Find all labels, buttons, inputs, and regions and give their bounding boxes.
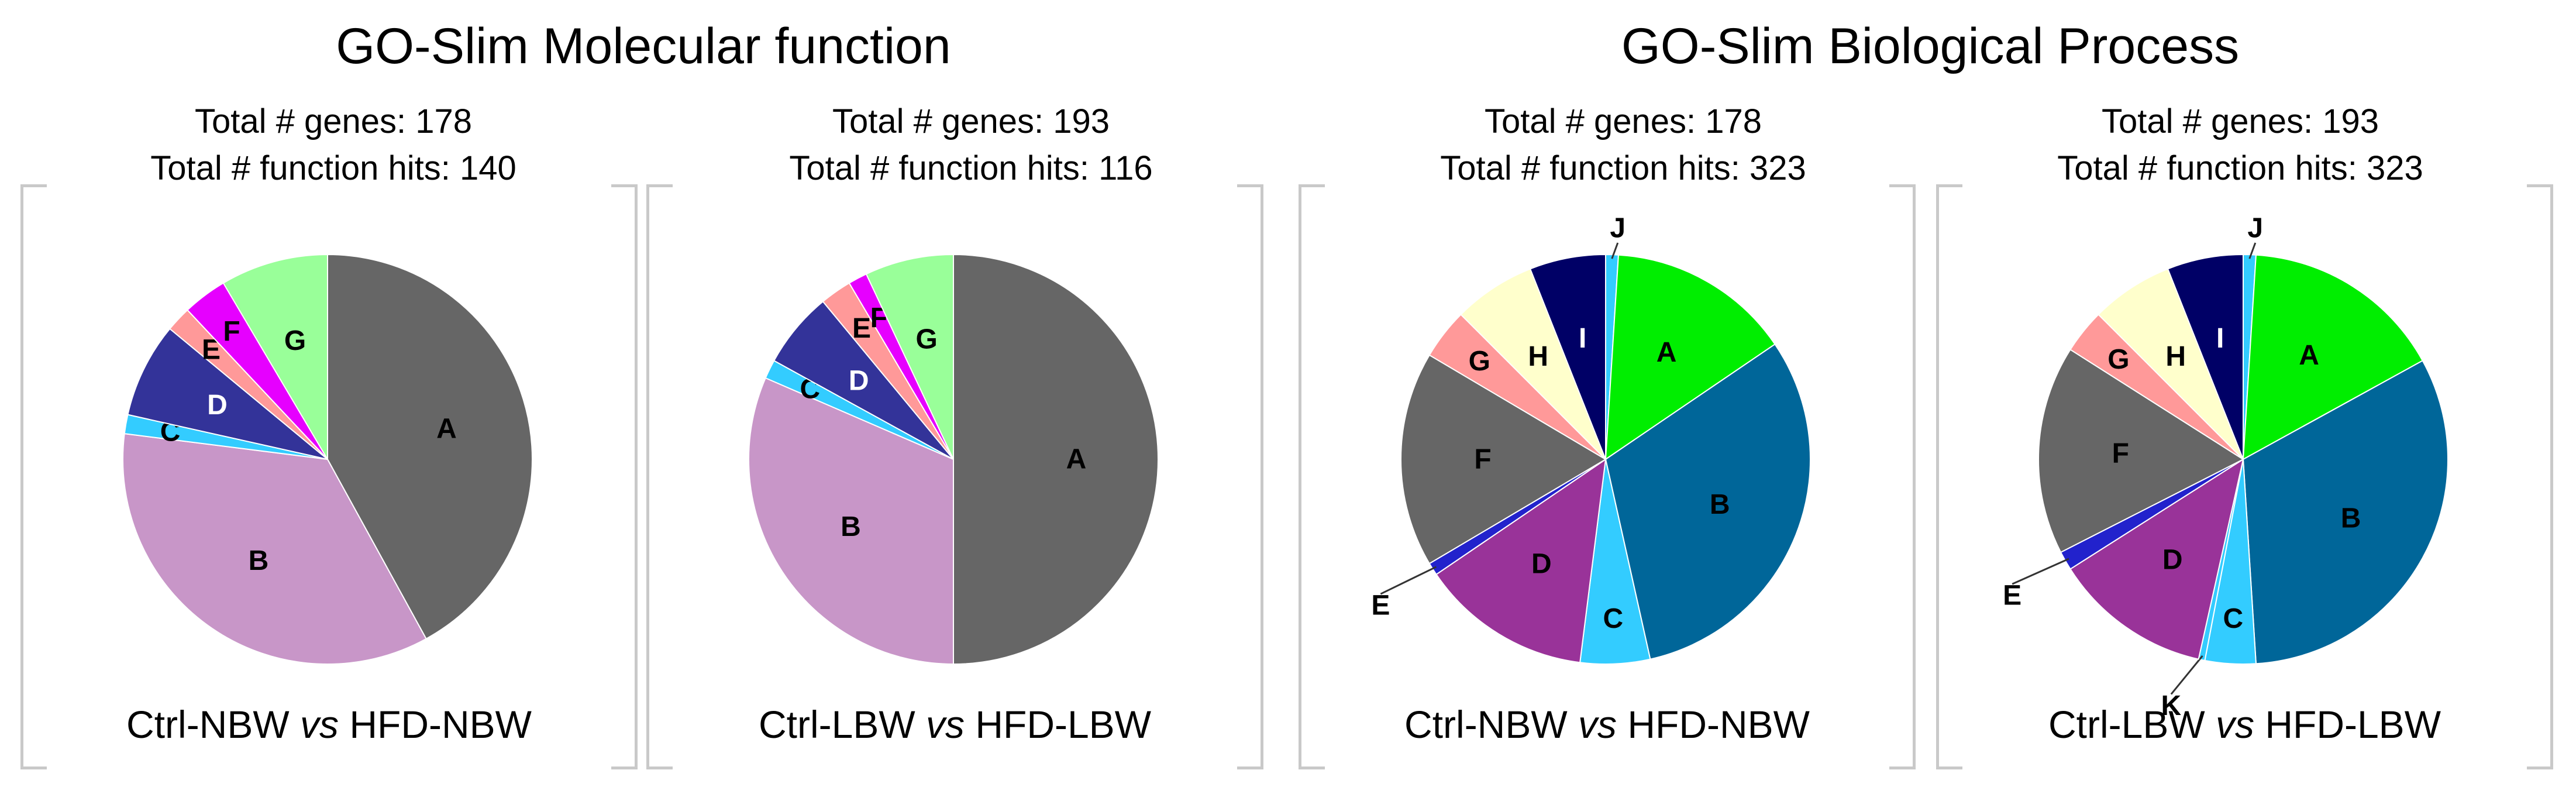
pie-label-g: G [916, 324, 938, 355]
caption-left: Ctrl-LBW [2048, 703, 2205, 746]
panel-stats: Total # genes: 178 Total # function hits… [12, 98, 655, 192]
pie-label-e: E [1371, 590, 1390, 621]
pie-slice-b [748, 377, 954, 665]
total-hits-text: Total # function hits: 116 [789, 149, 1153, 187]
pie-slice-a [2242, 254, 2424, 460]
caption-vs: vs [300, 703, 339, 746]
caption-left: Ctrl-NBW [126, 703, 290, 746]
caption-vs: vs [1578, 703, 1617, 746]
pie-label-e: E [852, 313, 871, 344]
pie-chart: J A B C D E F G HI [1371, 213, 1811, 665]
pie-label-i: I [2216, 323, 2224, 354]
panel-stats: Total # genes: 193 Total # function hits… [649, 98, 1293, 192]
pie-label-g: G [2107, 344, 2129, 375]
pie-label-k: K [2161, 690, 2182, 721]
pie-label-d: D [849, 366, 869, 397]
pie-label-f: F [1474, 444, 1491, 475]
pie-label-j: J [2247, 213, 2263, 244]
total-genes-text: Total # genes: 178 [194, 102, 473, 140]
pie-label-g: G [284, 325, 306, 356]
pie-label-a: A [2299, 340, 2319, 371]
pie-slice-f [1400, 354, 1607, 565]
pie-slice-d [127, 328, 328, 460]
pie-label-h: H [1528, 341, 1548, 372]
total-hits-text: Total # function hits: 323 [1440, 149, 1806, 187]
pie-leader-line [2170, 655, 2203, 695]
pie-label-h: H [2165, 341, 2186, 372]
pie-slice-a [1604, 254, 1776, 460]
pie-slice-b [2242, 360, 2448, 665]
pie-slice-f [2038, 349, 2245, 554]
pie-slice-d [2069, 458, 2244, 660]
pie-slice-b [1604, 343, 1811, 660]
pie-slice-d [773, 300, 954, 460]
panel-caption: Ctrl-NBW vs HFD-NBW [1299, 702, 1916, 747]
caption-right: HFD-LBW [2265, 703, 2441, 746]
caption-right: HFD-NBW [349, 703, 532, 746]
pie-slice-i [1529, 253, 1606, 460]
total-hits-text: Total # function hits: 140 [150, 149, 516, 187]
pie-label-j: J [1610, 213, 1626, 244]
total-genes-text: Total # genes: 193 [2101, 102, 2379, 140]
pie-slice-g [865, 253, 954, 460]
pie-label-e: E [2003, 580, 2021, 611]
molecular-function-title: GO-Slim Molecular function [336, 18, 951, 74]
panel-caption: Ctrl-LBW vs HFD-LBW [646, 702, 1263, 747]
caption-vs: vs [926, 703, 965, 746]
pie-label-b: B [2341, 503, 2361, 534]
pie-leader-line [2248, 242, 2257, 259]
pie-label-d: D [2162, 544, 2183, 575]
pie-label-b: B [1710, 489, 1730, 520]
pie-label-a: A [1066, 444, 1087, 475]
pie-label-f: F [223, 316, 240, 347]
pie-label-d: D [207, 390, 228, 421]
caption-right: HFD-LBW [975, 703, 1151, 746]
pie-label-i: I [1579, 323, 1586, 354]
pie-slice-d [1435, 458, 1607, 664]
caption-right: HFD-NBW [1627, 703, 1810, 746]
biological-process-title: GO-Slim Biological Process [1621, 18, 2240, 74]
panel-caption: Ctrl-NBW vs HFD-NBW [20, 702, 638, 747]
pie-label-d: D [1531, 549, 1552, 580]
pie-chart: J A B C K D E F G HI [2003, 213, 2448, 721]
pie-slice-a [953, 253, 1159, 665]
pie-label-g: G [1469, 346, 1490, 377]
panel-stats: Total # genes: 193 Total # function hits… [1919, 98, 2562, 192]
pie-slice-i [2167, 253, 2244, 460]
caption-left: Ctrl-NBW [1404, 703, 1568, 746]
panel-stats: Total # genes: 178 Total # function hits… [1301, 98, 1945, 192]
pie-slice-h [1460, 268, 1606, 460]
pie-label-c: C [2223, 603, 2244, 634]
pie-slice-g [222, 253, 328, 462]
caption-left: Ctrl-LBW [759, 703, 915, 746]
pie-label-b: B [249, 545, 269, 576]
total-hits-text: Total # function hits: 323 [2057, 149, 2423, 187]
pie-leader-line [1380, 566, 1437, 595]
total-genes-text: Total # genes: 193 [832, 102, 1110, 140]
pie-slice-a [327, 253, 533, 640]
pie-leader-line [2012, 558, 2069, 585]
pie-slice-h [2098, 268, 2244, 460]
pie-slice-b [122, 433, 427, 665]
pie-label-c: C [1603, 603, 1624, 634]
pie-label-f: F [2112, 438, 2129, 469]
pie-label-a: A [436, 413, 457, 444]
pie-leader-line [1611, 242, 1619, 259]
pie-label-a: A [1657, 337, 1677, 368]
pie-label-b: B [841, 511, 861, 542]
panel-caption: Ctrl-LBW vs HFD-LBW [1936, 702, 2553, 747]
total-genes-text: Total # genes: 178 [1484, 102, 1762, 140]
caption-vs: vs [2216, 703, 2254, 746]
